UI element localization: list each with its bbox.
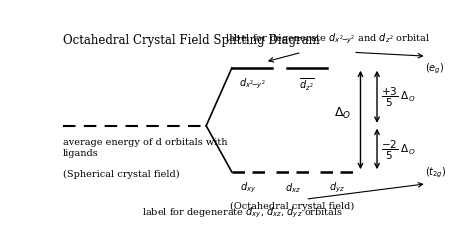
Text: $d_{xz}$: $d_{xz}$ [284, 180, 301, 194]
Text: $d_{xy}$: $d_{xy}$ [240, 180, 256, 194]
Text: label for degenerate $d_{x^2\!\!-\!\!y^2}$ and $d_{z^2}$ orbital: label for degenerate $d_{x^2\!\!-\!\!y^2… [225, 32, 430, 46]
Text: Octahedral Crystal Field Splitting Diagram: Octahedral Crystal Field Splitting Diagr… [63, 34, 319, 47]
Text: $(e_g)$: $(e_g)$ [425, 61, 444, 76]
Text: $(t_{2g})$: $(t_{2g})$ [425, 165, 447, 180]
Text: $d_{x^2\!\!-\!\!y^2}$: $d_{x^2\!\!-\!\!y^2}$ [239, 76, 265, 90]
Text: average energy of d orbitals with
ligands

(Spherical crystal field): average energy of d orbitals with ligand… [63, 138, 228, 178]
Text: $\Delta_O$: $\Delta_O$ [334, 105, 351, 120]
Text: $\overline{d_{z^2}}$: $\overline{d_{z^2}}$ [300, 76, 315, 93]
Text: $\dfrac{+3}{5}\ \Delta_O$: $\dfrac{+3}{5}\ \Delta_O$ [381, 86, 415, 109]
Text: label for degenerate $d_{xy}$, $d_{xz}$, $d_{yz}$ orbitals: label for degenerate $d_{xy}$, $d_{xz}$,… [142, 204, 344, 219]
Text: (Octahedral crystal field): (Octahedral crystal field) [230, 201, 355, 210]
Text: $d_{yz}$: $d_{yz}$ [328, 180, 345, 194]
Text: $\dfrac{-2}{5}\ \Delta_O$: $\dfrac{-2}{5}\ \Delta_O$ [381, 138, 415, 161]
